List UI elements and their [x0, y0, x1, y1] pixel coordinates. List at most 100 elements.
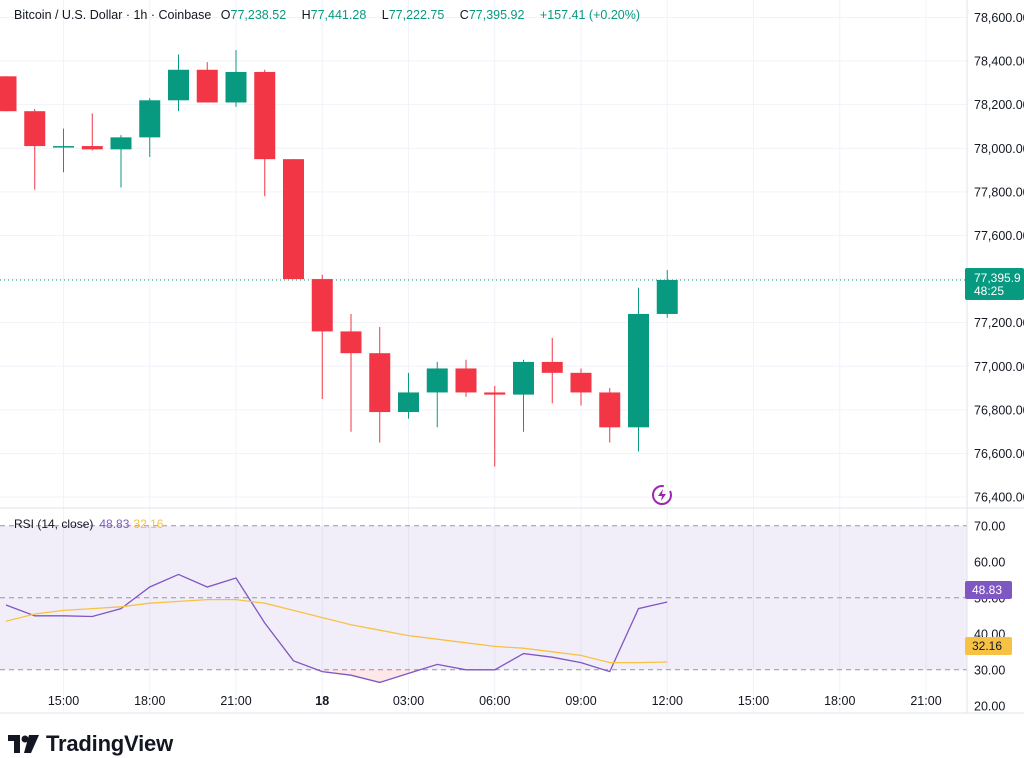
candle-body — [225, 71, 247, 103]
last-price-badge: 77,395.9 48:25 — [965, 268, 1024, 300]
candle — [254, 69, 276, 197]
time-tick-label: 18:00 — [824, 694, 855, 708]
rsi-ma-label: 32.16 — [972, 639, 1002, 653]
candle-body — [656, 279, 678, 314]
last-price-label: 77,395.9 — [974, 271, 1021, 285]
candle — [24, 109, 46, 190]
candle — [369, 327, 391, 443]
time-tick-label: 21:00 — [910, 694, 941, 708]
brand-name: TradingView — [46, 731, 173, 756]
candle-body — [513, 361, 534, 395]
price-tick-label: 77,800.00 — [974, 185, 1024, 199]
candle-body — [455, 368, 477, 393]
candle-body — [311, 279, 333, 332]
lightning-circle-icon[interactable] — [650, 483, 674, 512]
candle — [53, 128, 74, 173]
tradingview-logo[interactable]: TradingView — [8, 731, 173, 757]
rsi-oversold-fill — [379, 669, 409, 683]
rsi-ma-line — [5, 598, 668, 664]
candle-body — [53, 146, 74, 148]
rsi-line — [5, 573, 668, 684]
candle — [628, 287, 649, 452]
price-tick-label: 76,600.00 — [974, 447, 1024, 461]
candle-body — [398, 392, 419, 413]
candle — [168, 54, 189, 112]
price-tick-label: 76,400.00 — [974, 491, 1024, 505]
price-tick-label: 78,400.00 — [974, 55, 1024, 69]
ohlc-low: L77,222.75 — [381, 8, 445, 22]
time-tick-label: 18:00 — [134, 694, 165, 708]
candle-body — [541, 361, 563, 373]
candle-body — [196, 69, 218, 103]
candle — [541, 337, 563, 404]
candle — [0, 76, 17, 112]
candle-body — [599, 392, 621, 428]
candle-body — [254, 71, 276, 160]
candle-body — [484, 392, 506, 395]
candle-body — [570, 372, 592, 393]
rsi-tick-label: 60.00 — [974, 555, 1005, 569]
candle-body — [139, 100, 161, 138]
candle — [196, 62, 218, 103]
candle — [139, 98, 161, 157]
price-tick-label: 78,200.00 — [974, 98, 1024, 112]
candle — [484, 385, 506, 467]
rsi-tick-label: 30.00 — [974, 663, 1005, 677]
price-tick-label: 77,000.00 — [974, 360, 1024, 374]
time-tick-label: 06:00 — [479, 694, 510, 708]
candle-body — [426, 368, 448, 393]
time-tick-label: 15:00 — [48, 694, 79, 708]
tradingview-logo-icon — [8, 735, 39, 753]
candle — [570, 368, 592, 406]
candle-body — [628, 313, 649, 428]
price-tick-label: 77,200.00 — [974, 316, 1024, 330]
rsi-tick-label: 20.00 — [974, 699, 1005, 713]
candle — [283, 159, 304, 280]
symbol-title: Bitcoin / U.S. Dollar · 1h · Coinbase — [14, 8, 212, 22]
price-tick-label: 76,800.00 — [974, 403, 1024, 417]
price-change: +157.41 (+0.20%) — [539, 8, 640, 22]
candle — [599, 388, 621, 443]
rsi-tick-label: 70.00 — [974, 519, 1005, 533]
price-tick-label: 78,000.00 — [974, 142, 1024, 156]
grid — [0, 0, 967, 713]
rsi-legend-value: 48.83 — [99, 517, 130, 531]
candles — [0, 50, 678, 467]
candle — [225, 50, 247, 107]
rsi-ma-badge: 32.16 — [965, 637, 1012, 655]
symbol-legend: Bitcoin / U.S. Dollar · 1h · Coinbase O7… — [14, 8, 646, 22]
rsi-legend-ma: 32.16 — [133, 517, 164, 531]
rsi-value-label: 48.83 — [972, 583, 1002, 597]
candle — [426, 361, 448, 428]
bar-countdown: 48:25 — [974, 284, 1004, 298]
time-tick-label: 03:00 — [393, 694, 424, 708]
time-tick-label: 09:00 — [565, 694, 596, 708]
ohlc-high: H77,441.28 — [301, 8, 367, 22]
candle-body — [369, 353, 391, 413]
candle — [513, 359, 534, 432]
time-tick-label: 21:00 — [220, 694, 251, 708]
ohlc-close: C77,395.92 — [459, 8, 525, 22]
candle — [398, 372, 419, 419]
axes: 15:00 18:00 21:00 18 03:00 06:00 09:00 12:00 15:… — [48, 11, 1024, 713]
candle-body — [81, 146, 103, 150]
time-tick-label: 18 — [315, 694, 329, 708]
candle — [656, 270, 678, 318]
price-tick-label: 78,600.00 — [974, 11, 1024, 25]
time-tick-label: 15:00 — [738, 694, 769, 708]
candle — [311, 274, 333, 399]
rsi-pane — [0, 525, 967, 684]
ohlc-open: O77,238.52 — [220, 8, 287, 22]
rsi-value-badge: 48.83 — [965, 581, 1012, 599]
candle — [340, 313, 362, 432]
time-tick-label: 12:00 — [652, 694, 683, 708]
candle — [81, 113, 103, 151]
rsi-oversold-fill — [351, 669, 380, 683]
candle-body — [283, 159, 304, 280]
price-tick-label: 77,600.00 — [974, 229, 1024, 243]
candle-body — [110, 137, 132, 150]
rsi-indicator-title: RSI (14, close) — [14, 517, 94, 531]
candle-body — [340, 331, 362, 354]
candle — [455, 359, 477, 397]
